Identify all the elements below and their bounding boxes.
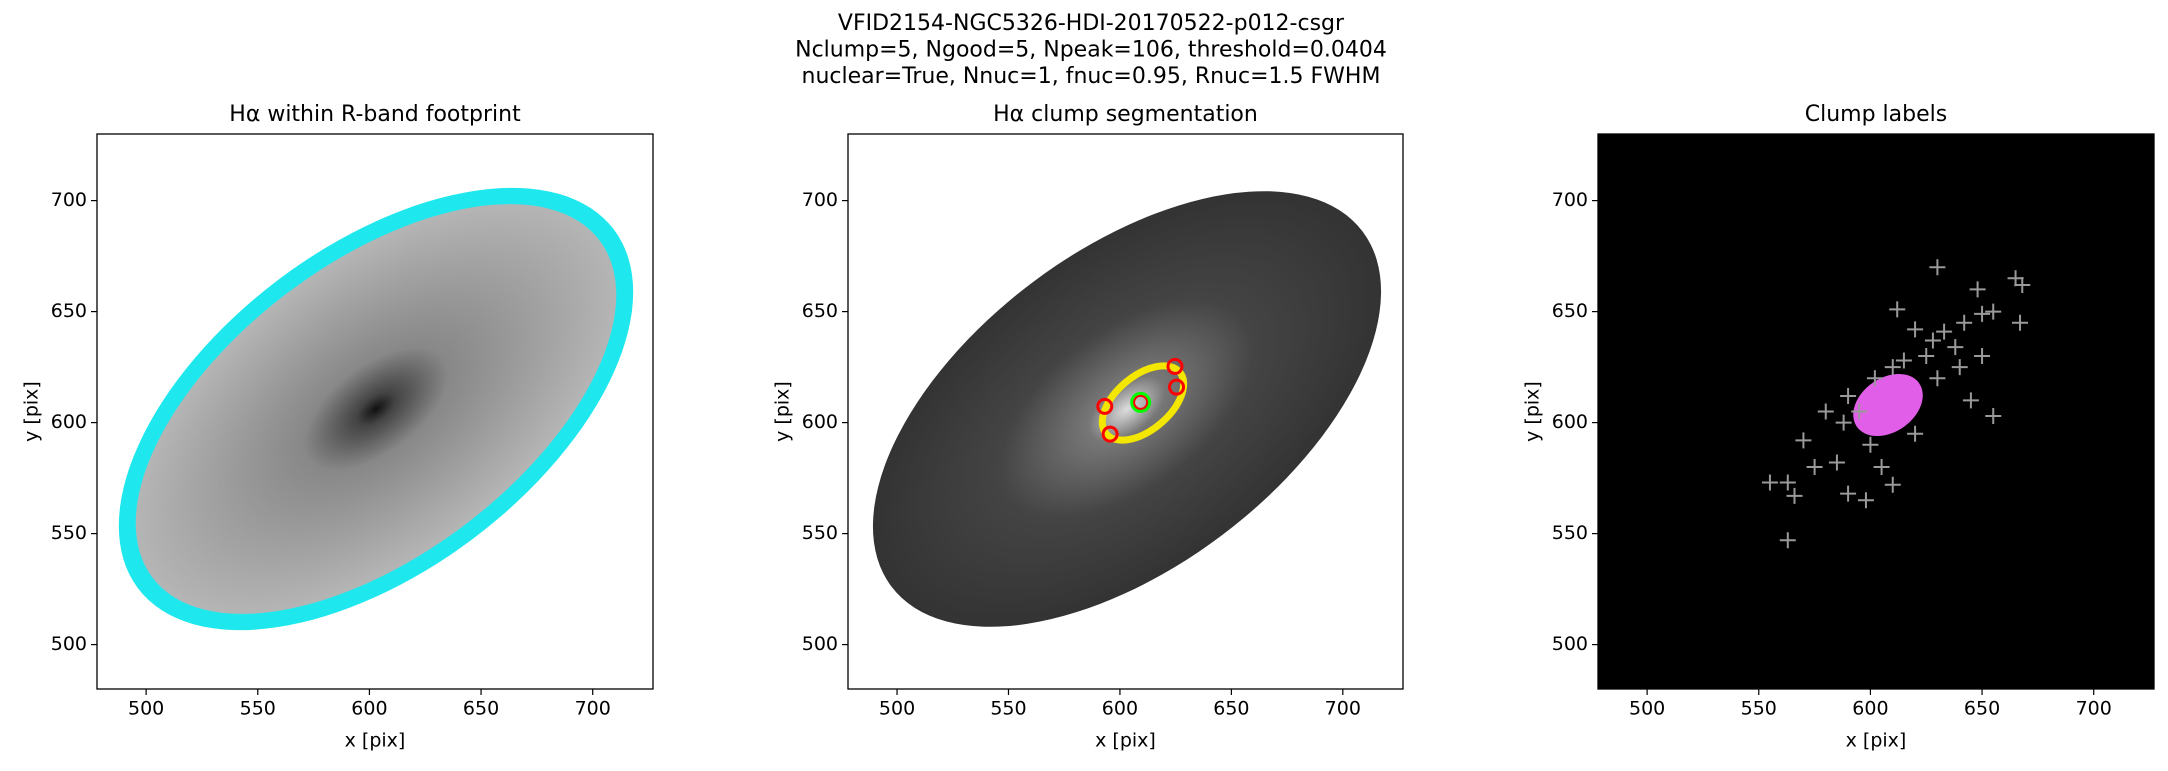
peak-marker: [1795, 432, 1812, 449]
panel: [1096, 357, 1186, 443]
x-tick-label: 500: [1629, 698, 1665, 720]
peak-marker: [1866, 370, 1883, 387]
peak-marker: [1974, 305, 1991, 322]
peak-marker: [1929, 259, 1946, 276]
clump-marker: [1101, 425, 1119, 443]
peak-marker: [1840, 485, 1857, 502]
x-axis-label: x [pix]: [345, 730, 406, 752]
peak-marker: [1884, 476, 1901, 493]
x-tick-label: 600: [1102, 698, 1138, 720]
y-tick-label: 600: [1552, 411, 1588, 433]
clump-marker: [1130, 391, 1152, 413]
y-tick-label: 550: [1552, 522, 1588, 544]
clump-marker: [1096, 397, 1114, 415]
y-tick-label: 500: [51, 633, 87, 655]
panel: [1761, 259, 2031, 549]
peak-marker: [1936, 323, 1953, 340]
axes-title: Hα within R-band footprint: [229, 102, 521, 127]
axes-title: Clump labels: [1805, 102, 1947, 127]
x-tick-label: 550: [990, 698, 1026, 720]
peak-marker: [1974, 348, 1991, 364]
peak-marker: [1889, 301, 1906, 318]
peak-marker: [1779, 474, 1796, 491]
peak-marker: [1929, 370, 1946, 387]
x-tick-label: 700: [1325, 698, 1361, 720]
peak-marker: [1851, 403, 1868, 420]
peak-marker: [1947, 339, 1964, 356]
clump-marker: [1132, 393, 1150, 411]
peak-marker: [1873, 459, 1890, 475]
x-tick-label: 550: [240, 698, 276, 720]
peak-marker: [1884, 359, 1901, 376]
peak-marker: [1895, 352, 1912, 369]
x-tick-label: 650: [1964, 698, 2000, 720]
y-tick-label: 700: [802, 189, 838, 211]
y-axis-label: y [pix]: [1522, 381, 1544, 442]
y-tick-label: 650: [1552, 300, 1588, 322]
y-tick-label: 700: [51, 189, 87, 211]
x-tick-label: 500: [128, 698, 164, 720]
axes-title: Hα clump segmentation: [993, 102, 1258, 127]
x-tick-label: 700: [2076, 698, 2112, 720]
x-tick-label: 600: [1852, 698, 1888, 720]
peak-marker: [1828, 454, 1845, 471]
x-tick-label: 550: [1741, 698, 1777, 720]
x-tick-label: 700: [575, 698, 611, 720]
y-tick-label: 600: [51, 411, 87, 433]
peak-marker: [1862, 436, 1879, 453]
peak-marker: [1969, 281, 1986, 298]
x-tick-label: 650: [1213, 698, 1249, 720]
peak-marker: [1779, 532, 1796, 549]
axes-frame: [847, 133, 1404, 690]
peak-marker: [1817, 403, 1834, 420]
y-axis-label: y [pix]: [772, 381, 794, 442]
peak-marker: [1857, 492, 1874, 509]
peak-marker: [1924, 332, 1941, 349]
peak-marker: [1840, 387, 1857, 404]
suptitle: Nclump=5, Ngood=5, Npeak=106, threshold=…: [795, 38, 1387, 63]
y-tick-label: 500: [1552, 633, 1588, 655]
peak-marker: [1985, 303, 2002, 320]
peak-marker: [1806, 459, 1823, 475]
clump-marker: [1166, 357, 1184, 375]
peak-marker: [2014, 276, 2031, 293]
peak-marker: [1835, 414, 1852, 431]
label-image: [1598, 134, 2154, 689]
peak-marker: [1907, 425, 1924, 442]
y-tick-label: 500: [802, 633, 838, 655]
peak-marker: [1786, 487, 1803, 504]
peak-marker: [1918, 348, 1935, 364]
x-tick-label: 500: [879, 698, 915, 720]
x-axis-label: x [pix]: [1095, 730, 1156, 752]
y-tick-label: 700: [1552, 189, 1588, 211]
y-tick-label: 550: [802, 522, 838, 544]
suptitle: nuclear=True, Nnuc=1, fnuc=0.95, Rnuc=1.…: [802, 64, 1381, 89]
x-tick-label: 650: [463, 698, 499, 720]
y-axis-label: y [pix]: [21, 381, 43, 442]
peak-marker: [1985, 407, 2002, 424]
peak-marker: [1761, 474, 1778, 491]
suptitle: VFID2154-NGC5326-HDI-20170522-p012-csgr: [838, 11, 1345, 36]
peak-marker: [1956, 314, 1973, 331]
x-axis-label: x [pix]: [1846, 730, 1907, 752]
peak-marker: [2007, 270, 2024, 287]
peak-marker: [1962, 392, 1979, 409]
peak-marker: [1951, 359, 1968, 376]
y-tick-label: 550: [51, 522, 87, 544]
galaxy-image: [118, 187, 634, 631]
axes-frame: [96, 133, 654, 690]
peak-marker: [1907, 321, 1924, 338]
clump-marker: [1168, 378, 1186, 396]
y-tick-label: 650: [802, 300, 838, 322]
peak-marker: [2012, 314, 2029, 331]
segmentation-image: [872, 191, 1382, 627]
y-tick-label: 650: [51, 300, 87, 322]
x-tick-label: 600: [351, 698, 387, 720]
y-tick-label: 600: [802, 411, 838, 433]
axes-frame: [1597, 133, 2155, 690]
